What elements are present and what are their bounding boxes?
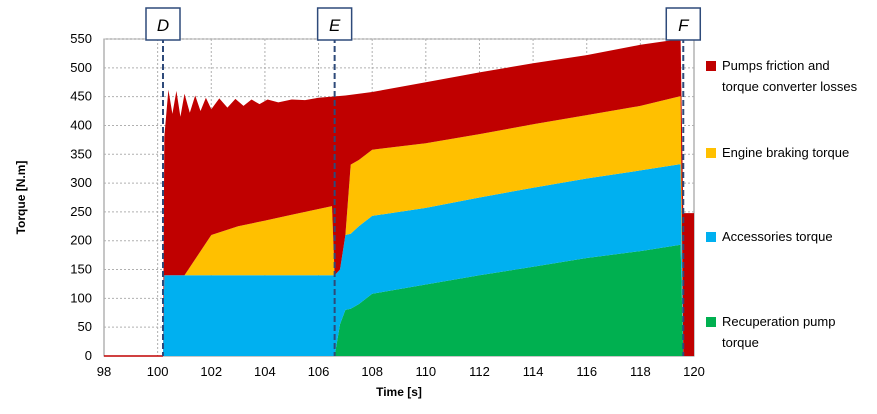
- y-tick-label: 0: [85, 348, 92, 363]
- legend-label: Accessories torque: [722, 229, 833, 244]
- x-tick-label: 110: [415, 364, 436, 379]
- legend-label: Engine braking torque: [722, 145, 849, 160]
- x-axis-title: Time [s]: [376, 385, 422, 399]
- y-tick-label: 150: [70, 262, 92, 277]
- y-tick-label: 200: [70, 233, 92, 248]
- marker-label-E: E: [329, 16, 341, 35]
- x-tick-label: 108: [361, 364, 383, 379]
- x-tick-label: 102: [200, 364, 222, 379]
- y-tick-label: 550: [70, 31, 92, 46]
- x-tick-label: 112: [469, 364, 490, 379]
- y-tick-label: 350: [70, 146, 92, 161]
- x-tick-label: 106: [308, 364, 330, 379]
- marker-box-F: [665, 7, 702, 41]
- legend: Pumps friction and torque converter losse…: [706, 58, 858, 350]
- y-tick-label: 300: [70, 175, 92, 190]
- legend-label-line2: torque converter losses: [722, 79, 858, 94]
- x-tick-label: 98: [97, 364, 111, 379]
- marker-label-D: D: [157, 16, 169, 35]
- legend-label-line2: torque: [722, 335, 759, 350]
- x-tick-label: 120: [683, 364, 705, 379]
- y-tick-label: 250: [70, 204, 92, 219]
- y-tick-label: 100: [70, 290, 92, 305]
- legend-swatch: [706, 232, 716, 242]
- legend-swatch: [706, 148, 716, 158]
- area-pumps-friction-and-torque-converter-losses: [104, 39, 694, 356]
- legend-swatch: [706, 317, 716, 327]
- area-recuperation-pump-torque: [104, 244, 694, 356]
- x-tick-label: 100: [147, 364, 169, 379]
- y-tick-label: 50: [78, 319, 92, 334]
- legend-label: Pumps friction and: [722, 58, 830, 73]
- legend-swatch: [706, 61, 716, 71]
- y-tick-label: 500: [70, 60, 92, 75]
- marker-label-F: F: [678, 16, 690, 35]
- x-tick-label: 116: [576, 364, 597, 379]
- x-tick-label: 114: [523, 364, 544, 379]
- event-markers: D E F: [145, 7, 702, 356]
- area-engine-braking-torque: [104, 96, 694, 356]
- y-axis-title: Torque [N.m]: [14, 161, 28, 235]
- y-tick-label: 450: [70, 89, 92, 104]
- marker-box-D: [145, 7, 181, 41]
- x-tick-label: 104: [254, 364, 276, 379]
- area-accessories-torque: [104, 164, 694, 356]
- stacked-areas: [104, 39, 694, 357]
- legend-label: Recuperation pump: [722, 314, 835, 329]
- marker-box-E: [316, 7, 353, 41]
- x-tick-label: 118: [630, 364, 651, 379]
- y-tick-label: 400: [70, 117, 92, 132]
- axes: 0 50 100 150 200 250 300 350 400 450 500 550 98 100 10…: [14, 31, 705, 399]
